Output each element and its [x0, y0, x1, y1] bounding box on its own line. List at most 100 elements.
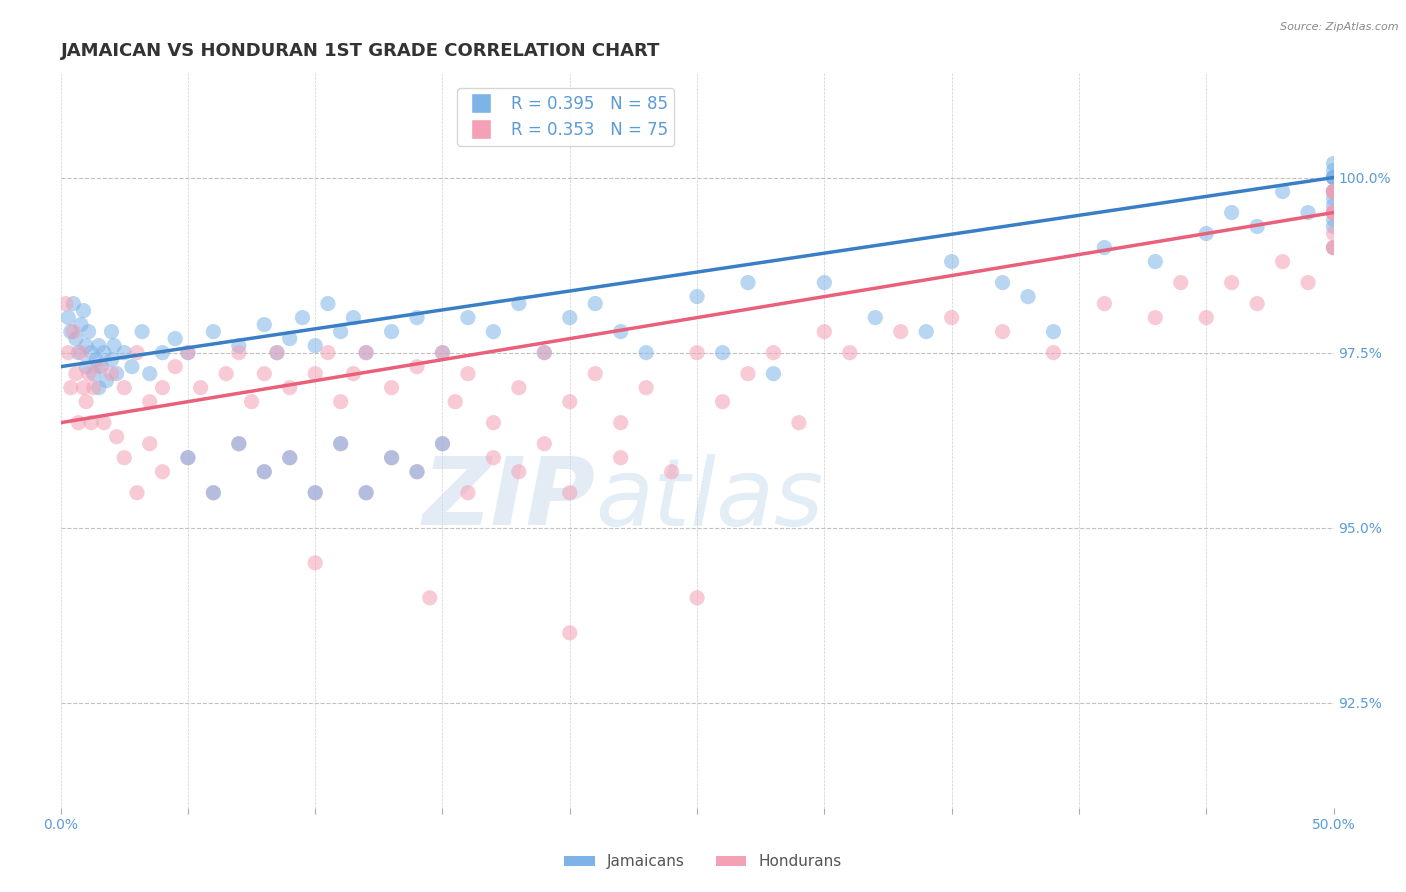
Point [70, 345, 93, 359]
Point [1322, 227, 1344, 241]
Point [125, 345, 148, 359]
Point [65, 332, 87, 346]
Point [1322, 205, 1344, 219]
Point [558, 394, 581, 409]
Point [87, 338, 110, 352]
Point [609, 450, 631, 465]
Point [941, 254, 963, 268]
Point [686, 591, 709, 605]
Point [228, 436, 250, 450]
Point [1322, 198, 1344, 212]
Point [121, 359, 143, 374]
Point [291, 310, 314, 325]
Point [83, 381, 105, 395]
Point [1322, 205, 1344, 219]
Point [72, 303, 94, 318]
Point [93, 416, 115, 430]
Point [432, 345, 454, 359]
Point [177, 450, 200, 465]
Point [253, 367, 276, 381]
Point [131, 325, 153, 339]
Point [432, 436, 454, 450]
Point [762, 367, 785, 381]
Point [1322, 185, 1344, 199]
Point [381, 450, 404, 465]
Point [202, 485, 225, 500]
Point [65, 367, 87, 381]
Point [609, 325, 631, 339]
Point [482, 450, 505, 465]
Point [138, 367, 160, 381]
Point [316, 345, 339, 359]
Point [737, 276, 759, 290]
Point [1220, 205, 1243, 219]
Point [686, 345, 709, 359]
Point [84, 352, 107, 367]
Point [67, 345, 90, 359]
Point [266, 345, 288, 359]
Point [381, 325, 404, 339]
Point [1322, 185, 1344, 199]
Point [253, 465, 276, 479]
Point [202, 485, 225, 500]
Point [457, 367, 479, 381]
Point [1322, 170, 1344, 185]
Point [508, 381, 530, 395]
Point [444, 394, 467, 409]
Point [354, 345, 377, 359]
Point [1322, 170, 1344, 185]
Point [1322, 219, 1344, 234]
Point [266, 345, 288, 359]
Point [228, 338, 250, 352]
Point [865, 310, 887, 325]
Point [112, 450, 135, 465]
Point [152, 465, 174, 479]
Point [87, 381, 110, 395]
Point [762, 345, 785, 359]
Point [609, 416, 631, 430]
Point [77, 367, 100, 381]
Point [59, 381, 82, 395]
Point [1195, 310, 1218, 325]
Point [457, 310, 479, 325]
Point [354, 345, 377, 359]
Point [838, 345, 860, 359]
Point [342, 367, 364, 381]
Point [228, 436, 250, 450]
Point [1271, 254, 1294, 268]
Point [177, 450, 200, 465]
Point [177, 345, 200, 359]
Point [278, 450, 301, 465]
Point [583, 296, 606, 310]
Point [87, 359, 110, 374]
Point [482, 325, 505, 339]
Point [1246, 296, 1268, 310]
Point [661, 465, 683, 479]
Point [100, 367, 122, 381]
Point [406, 465, 429, 479]
Point [533, 345, 555, 359]
Point [1195, 227, 1218, 241]
Point [304, 338, 326, 352]
Point [253, 318, 276, 332]
Point [90, 359, 112, 374]
Point [558, 625, 581, 640]
Point [1322, 241, 1344, 255]
Point [80, 416, 103, 430]
Point [342, 310, 364, 325]
Point [253, 465, 276, 479]
Point [304, 485, 326, 500]
Point [941, 310, 963, 325]
Point [100, 352, 122, 367]
Point [112, 381, 135, 395]
Point [711, 345, 734, 359]
Point [1296, 276, 1319, 290]
Point [737, 367, 759, 381]
Point [105, 430, 128, 444]
Point [59, 325, 82, 339]
Point [711, 394, 734, 409]
Point [58, 310, 80, 325]
Text: atlas: atlas [595, 453, 824, 544]
Point [72, 381, 94, 395]
Point [1322, 185, 1344, 199]
